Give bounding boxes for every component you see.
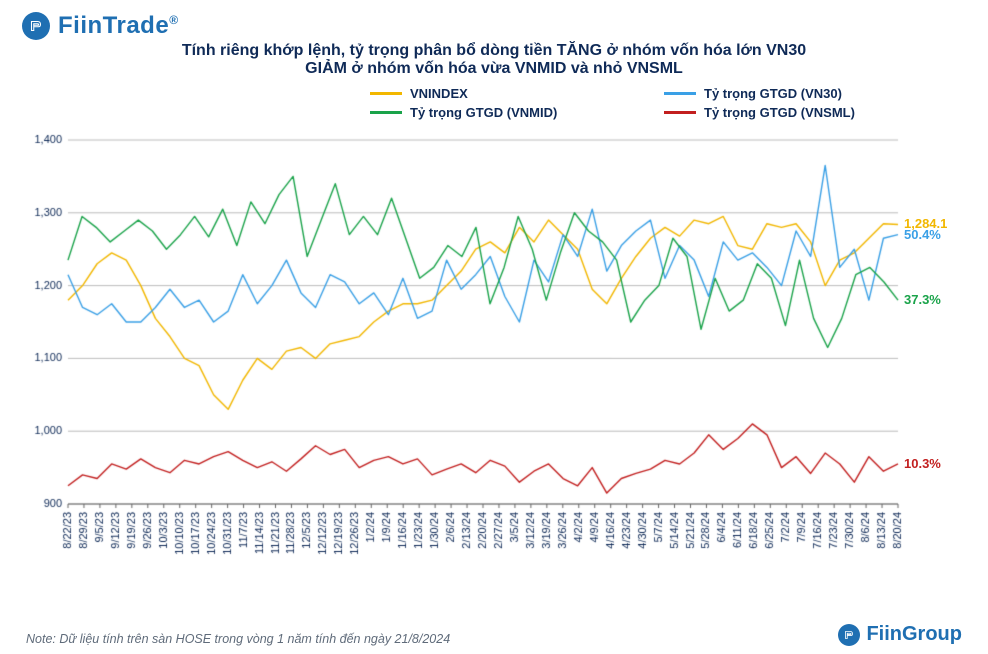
brand-logo-icon — [838, 624, 860, 646]
chart-canvas — [26, 132, 962, 582]
legend-label: Tỷ trọng GTGD (VNSML) — [704, 105, 855, 120]
legend-swatch — [664, 92, 696, 95]
series-end-label: 37.3% — [904, 292, 941, 307]
title-line-1: Tính riêng khớp lệnh, tỷ trọng phân bổ d… — [0, 42, 988, 60]
chart-legend: VNINDEX Tỷ trọng GTGD (VN30) Tỷ trọng GT… — [370, 86, 930, 120]
brand-name-top: FiinTrade® — [58, 12, 179, 40]
brand-top: FiinTrade® — [22, 12, 179, 40]
brand-logo-icon — [22, 12, 50, 40]
brand-name-bottom: FiinGroup — [866, 623, 962, 646]
legend-item-vnmid: Tỷ trọng GTGD (VNMID) — [370, 105, 636, 120]
series-end-label: 10.3% — [904, 456, 941, 471]
footer-note: Note: Dữ liệu tính trên sàn HOSE trong v… — [26, 632, 450, 646]
legend-swatch — [370, 92, 402, 95]
brand-bottom: FiinGroup — [838, 623, 962, 646]
legend-label: Tỷ trọng GTGD (VN30) — [704, 86, 842, 101]
legend-swatch — [664, 111, 696, 114]
legend-label: Tỷ trọng GTGD (VNMID) — [410, 105, 557, 120]
legend-item-vnindex: VNINDEX — [370, 86, 636, 101]
chart-title: Tính riêng khớp lệnh, tỷ trọng phân bổ d… — [0, 42, 988, 78]
legend-item-vn30: Tỷ trọng GTGD (VN30) — [664, 86, 930, 101]
legend-item-vnsml: Tỷ trọng GTGD (VNSML) — [664, 105, 930, 120]
series-end-label: 50.4% — [904, 227, 941, 242]
legend-label: VNINDEX — [410, 86, 468, 101]
footer: Note: Dữ liệu tính trên sàn HOSE trong v… — [26, 623, 962, 646]
title-line-2: GIẢM ở nhóm vốn hóa vừa VNMID và nhỏ VNS… — [0, 60, 988, 78]
legend-swatch — [370, 111, 402, 114]
chart-area: 1,284.150.4%37.3%10.3% — [26, 132, 962, 582]
